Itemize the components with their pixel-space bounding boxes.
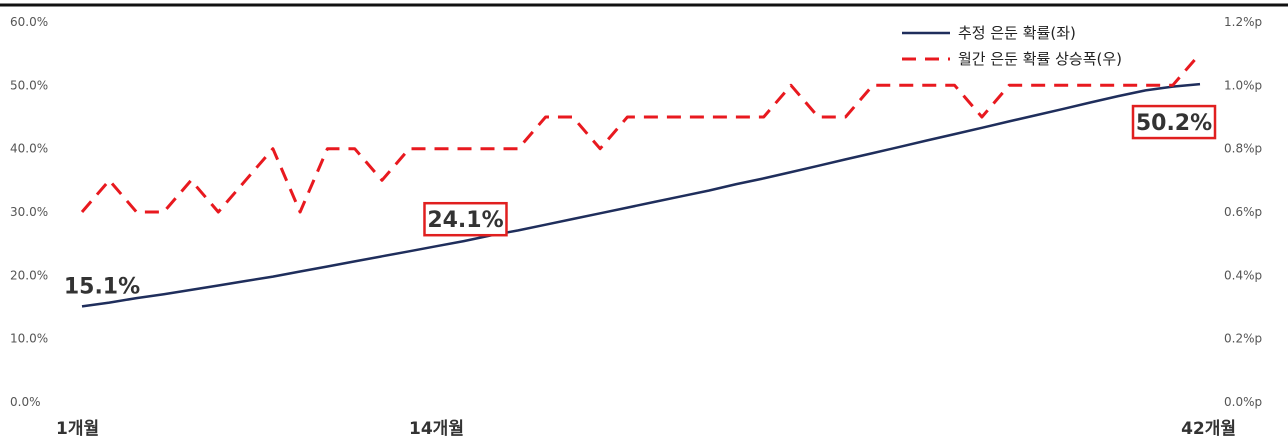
y-left-tick-label: 20.0% [10,268,48,282]
legend-label: 월간 은둔 확률 상승폭(우) [958,50,1122,68]
y-left-tick-label: 50.0% [10,78,48,92]
series-line-estimated-probability [81,82,1201,308]
legend: 추정 은둔 확률(좌) 월간 은둔 확률 상승폭(우) [902,24,1122,68]
y-right-tick-label: 0.0%p [1224,395,1262,409]
y-right-tick-label: 1.0%p [1224,78,1262,92]
y-right-tick-label: 0.8%p [1224,142,1262,156]
series-layer [80,52,1202,308]
annotation-label: 15.1% [64,274,140,299]
y-right-tick-label: 1.2%p [1224,15,1262,29]
annotation-layer: 15.1% 24.1% 50.2% [64,104,1217,299]
legend-label: 추정 은둔 확률(좌) [958,24,1076,42]
y-left-tick-label: 30.0% [10,205,48,219]
y-left-axis: 0.0% 10.0% 20.0% 30.0% 40.0% 50.0% 60.0% [10,15,48,409]
y-right-tick-label: 0.6%p [1224,205,1262,219]
y-left-tick-label: 0.0% [10,395,41,409]
y-right-tick-label: 0.4%p [1224,268,1262,282]
annotation-box [1131,104,1217,140]
y-right-axis: 0.0%p 0.2%p 0.4%p 0.6%p 0.8%p 1.0%p 1.2%p [1224,15,1262,409]
x-tick-label: 42개월 [1181,419,1236,439]
annotation-box [423,201,508,237]
x-tick-label: 1개월 [56,419,99,439]
y-right-tick-label: 0.2%p [1224,332,1262,346]
x-axis: 1개월 14개월 42개월 [56,419,1236,439]
y-left-tick-label: 10.0% [10,332,48,346]
annotation-label: 24.1% [427,208,503,233]
annotation-label: 50.2% [1136,111,1212,136]
y-left-tick-label: 60.0% [10,15,48,29]
y-left-tick-label: 40.0% [10,142,48,156]
x-tick-label: 14개월 [409,419,464,439]
series-line-monthly-increase [80,52,1202,214]
